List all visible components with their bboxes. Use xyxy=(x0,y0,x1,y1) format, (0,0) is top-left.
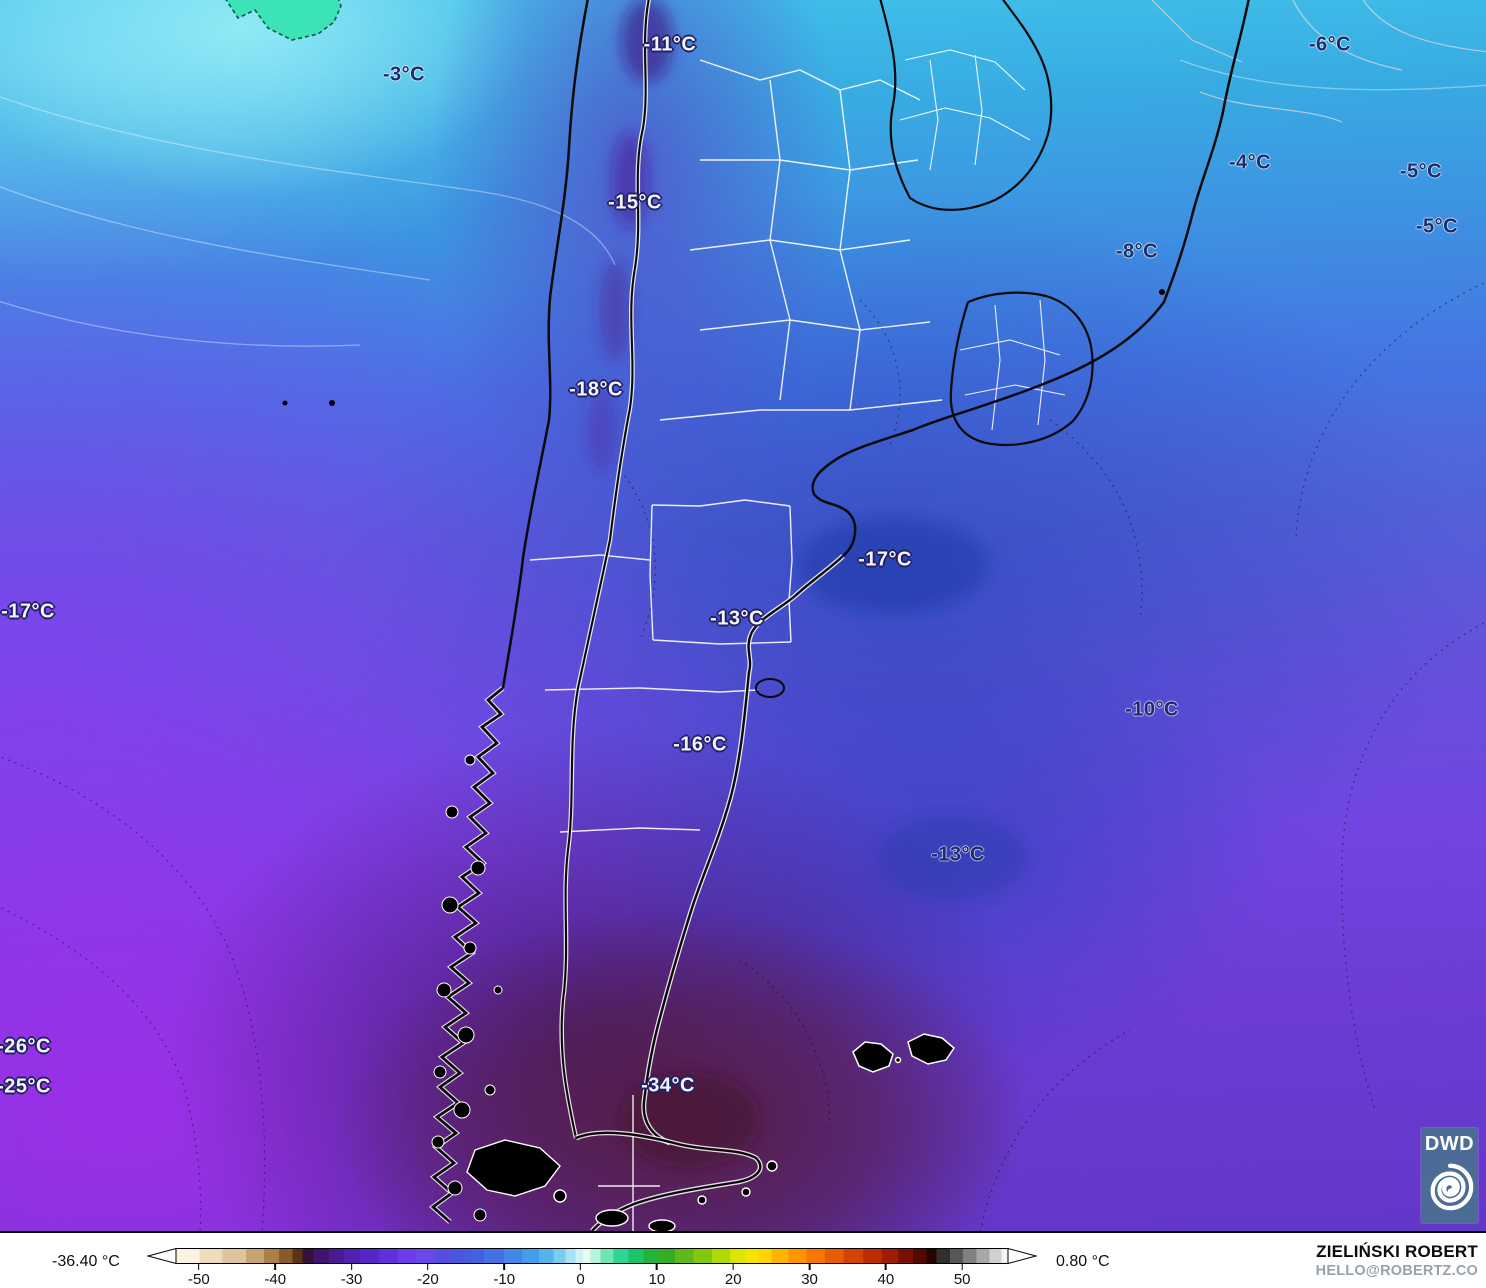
brazil-state-lines xyxy=(1151,0,1486,123)
atlantic-coastline-north xyxy=(811,0,1250,557)
colorbar-tick: 20 xyxy=(725,1264,742,1288)
islets xyxy=(282,289,1165,406)
colorbar-min-value: -36.40 °C xyxy=(52,1253,120,1270)
legend-bar: -36.40 °C -50 -40 -30 -20 -10 0 10 20 30 40 50 0.8… xyxy=(0,1233,1486,1288)
uruguay-borders xyxy=(949,291,1094,447)
author-email: HELLO@ROBERTZ.CO xyxy=(1315,1263,1478,1280)
dotted-contours xyxy=(0,281,1486,1231)
temp-label: -10°C xyxy=(1125,698,1179,721)
fjord-coastline xyxy=(429,686,505,1224)
temp-label: -6°C xyxy=(1308,33,1352,56)
colorbar-ticks: -50 -40 -30 -20 -10 0 10 20 30 40 50 xyxy=(146,1264,1038,1288)
colorbar-tick: 0 xyxy=(576,1264,585,1288)
temp-label: -25°C xyxy=(0,1075,51,1098)
colorbar-right-arrow xyxy=(1007,1247,1038,1265)
colorbar-tick: 40 xyxy=(878,1264,894,1288)
colorbar-max-value: 0.80 °C xyxy=(1056,1253,1110,1270)
colorbar-tick: 30 xyxy=(801,1264,818,1288)
colorbar-tick: 10 xyxy=(649,1264,665,1288)
colorbar-tick: -30 xyxy=(341,1264,362,1288)
author-name: ZIELIŃSKI ROBERT xyxy=(1316,1242,1478,1261)
colorbar-left-arrow xyxy=(146,1247,177,1265)
atlantic-coastline-south xyxy=(641,554,845,1146)
colorbar-tick: -50 xyxy=(188,1264,210,1288)
temp-label: -3°C xyxy=(382,63,426,86)
temp-label: -4°C xyxy=(1228,151,1272,174)
temp-label: -18°C xyxy=(569,378,623,401)
colorbar-gradient xyxy=(146,1247,1038,1265)
temp-label: -5°C xyxy=(1399,160,1443,183)
temp-label: -17°C xyxy=(858,548,912,571)
temp-label: -11°C xyxy=(643,33,697,56)
andes-border xyxy=(559,0,652,1139)
temp-label: -34°C xyxy=(641,1074,695,1097)
temp-label: -13°C xyxy=(931,843,985,866)
chile-coastline xyxy=(501,0,589,689)
tierra-del-fuego xyxy=(466,1130,778,1231)
province-borders xyxy=(529,59,943,1231)
dwd-spiral-icon xyxy=(1430,1163,1473,1211)
temp-label: -26°C xyxy=(0,1035,51,1058)
colorbar-tick: 50 xyxy=(954,1264,971,1288)
paraguay-borders xyxy=(879,0,1053,211)
colorbar-tick: -10 xyxy=(493,1264,515,1288)
temp-label: -8°C xyxy=(1115,240,1159,263)
colorbar-tick: -40 xyxy=(264,1264,286,1288)
colorbar-ramp xyxy=(175,1248,1009,1264)
temp-label: -5°C xyxy=(1415,215,1459,238)
cold-pockets xyxy=(587,0,1027,1168)
falkland-islands xyxy=(852,1033,955,1073)
mint-contour-patch xyxy=(225,0,342,41)
colorbar-tick: -20 xyxy=(417,1264,439,1288)
temp-label: -16°C xyxy=(673,733,727,756)
dwd-logo: DWD xyxy=(1421,1128,1478,1223)
temp-label: -15°C xyxy=(608,191,662,214)
temp-label: -13°C xyxy=(710,607,764,630)
temp-label: -17°C xyxy=(1,600,55,623)
credits: ZIELIŃSKI ROBERT HELLO@ROBERTZ.CO xyxy=(1316,1241,1478,1280)
dwd-logo-text: DWD xyxy=(1424,1133,1475,1155)
temperature-map: -11°C -3°C -6°C -4°C -5°C -5°C -8°C -15°C -18°C -… xyxy=(0,0,1486,1233)
light-contours xyxy=(0,59,1486,347)
colorbar: -50 -40 -30 -20 -10 0 10 20 30 40 50 xyxy=(146,1247,1038,1288)
map-overlay-graphics xyxy=(0,0,1486,1231)
